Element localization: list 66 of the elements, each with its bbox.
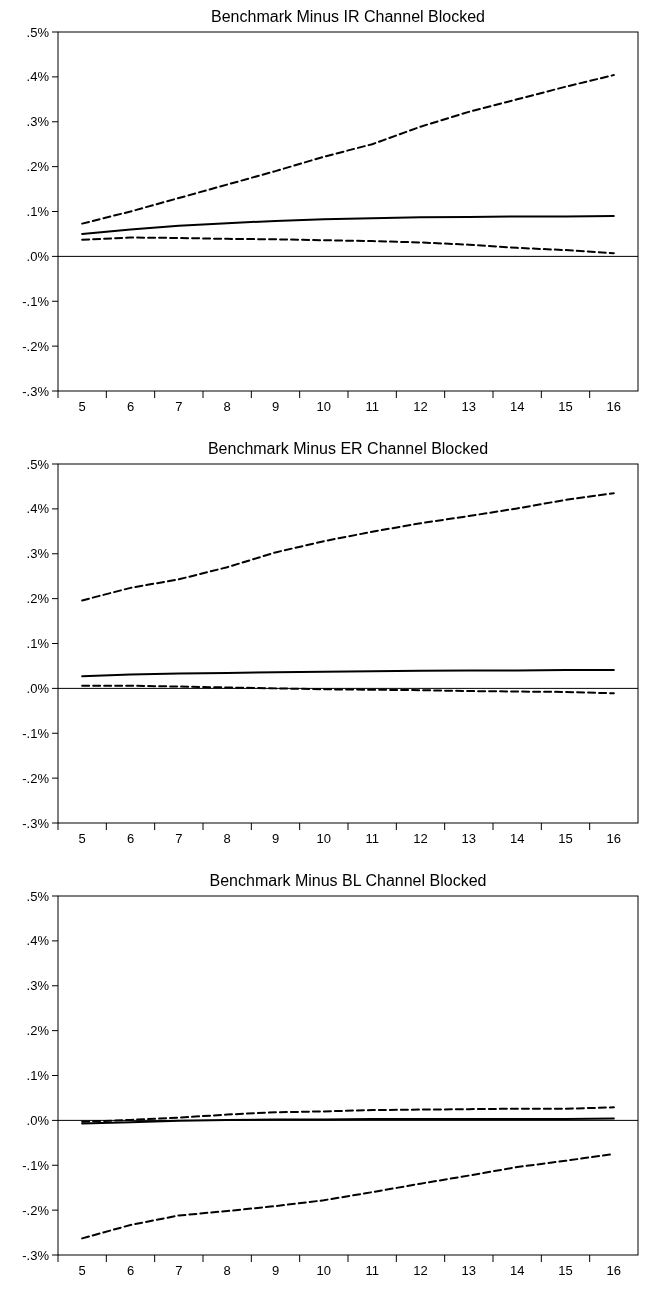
- x-tick-label: 12: [413, 1263, 428, 1278]
- x-tick-label: 13: [461, 831, 477, 846]
- x-tick-label: 12: [413, 399, 428, 414]
- y-tick-label: .4%: [26, 69, 50, 85]
- x-tick-label: 9: [271, 399, 280, 414]
- y-tick-label: -.3%: [22, 1247, 50, 1263]
- y-tick-label: .5%: [26, 456, 50, 472]
- x-tick-label: 10: [316, 831, 332, 846]
- y-tick-label: .1%: [26, 204, 50, 220]
- y-tick-label: .0%: [26, 1112, 50, 1128]
- y-tick-label: -.1%: [22, 1157, 50, 1173]
- y-tick-label: -.3%: [22, 815, 50, 831]
- x-tick-label: 7: [175, 831, 183, 846]
- x-tick-label: 6: [126, 1263, 135, 1278]
- y-tick-label: .1%: [26, 636, 50, 652]
- x-tick-label: 6: [126, 399, 135, 414]
- chart-title: Benchmark Minus ER Channel Blocked: [207, 440, 489, 457]
- y-tick-label: .2%: [26, 159, 50, 175]
- x-tick-label: 9: [271, 831, 280, 846]
- x-tick-label: 5: [78, 399, 86, 414]
- chart-title: Benchmark Minus IR Channel Blocked: [211, 8, 485, 25]
- x-tick-label: 8: [223, 1263, 231, 1278]
- x-tick-label: 16: [606, 1263, 622, 1278]
- x-tick-label: 11: [365, 1263, 379, 1278]
- x-tick-label: 5: [78, 831, 86, 846]
- y-tick-label: .2%: [26, 591, 50, 607]
- x-tick-label: 7: [175, 399, 183, 414]
- x-tick-label: 15: [558, 831, 573, 846]
- y-tick-label: -.2%: [22, 338, 50, 354]
- x-tick-label: 15: [558, 399, 573, 414]
- x-tick-label: 14: [509, 831, 525, 846]
- y-tick-label: .5%: [26, 24, 50, 40]
- y-tick-label: -.3%: [22, 383, 50, 399]
- y-tick-label: -.1%: [22, 293, 50, 309]
- x-tick-label: 15: [558, 1263, 573, 1278]
- x-tick-label: 11: [365, 831, 379, 846]
- y-tick-label: .3%: [26, 978, 50, 994]
- y-tick-label: .1%: [26, 1068, 50, 1084]
- x-tick-label: 7: [175, 1263, 183, 1278]
- x-tick-label: 12: [413, 831, 428, 846]
- x-tick-label: 6: [126, 831, 135, 846]
- x-tick-label: 11: [365, 399, 379, 414]
- y-tick-label: -.2%: [22, 770, 50, 786]
- y-tick-label: -.1%: [22, 725, 50, 741]
- x-tick-label: 10: [316, 1263, 332, 1278]
- x-tick-label: 14: [509, 1263, 525, 1278]
- y-tick-label: .0%: [26, 248, 50, 264]
- x-tick-label: 5: [78, 1263, 86, 1278]
- x-tick-label: 8: [223, 399, 231, 414]
- y-tick-label: .4%: [26, 501, 50, 517]
- x-tick-label: 13: [461, 1263, 477, 1278]
- x-tick-label: 8: [223, 831, 231, 846]
- y-tick-label: .3%: [26, 546, 50, 562]
- y-tick-label: .4%: [26, 933, 50, 949]
- chart-title: Benchmark Minus BL Channel Blocked: [209, 872, 487, 889]
- x-tick-label: 16: [606, 831, 622, 846]
- x-tick-label: 10: [316, 399, 332, 414]
- y-tick-label: .5%: [26, 888, 50, 904]
- y-tick-label: -.2%: [22, 1202, 50, 1218]
- y-tick-label: .3%: [26, 114, 50, 130]
- x-tick-label: 9: [271, 1263, 280, 1278]
- x-tick-label: 14: [509, 399, 525, 414]
- y-tick-label: .0%: [26, 680, 50, 696]
- y-tick-label: .2%: [26, 1023, 50, 1039]
- x-tick-label: 16: [606, 399, 622, 414]
- x-tick-label: 13: [461, 399, 477, 414]
